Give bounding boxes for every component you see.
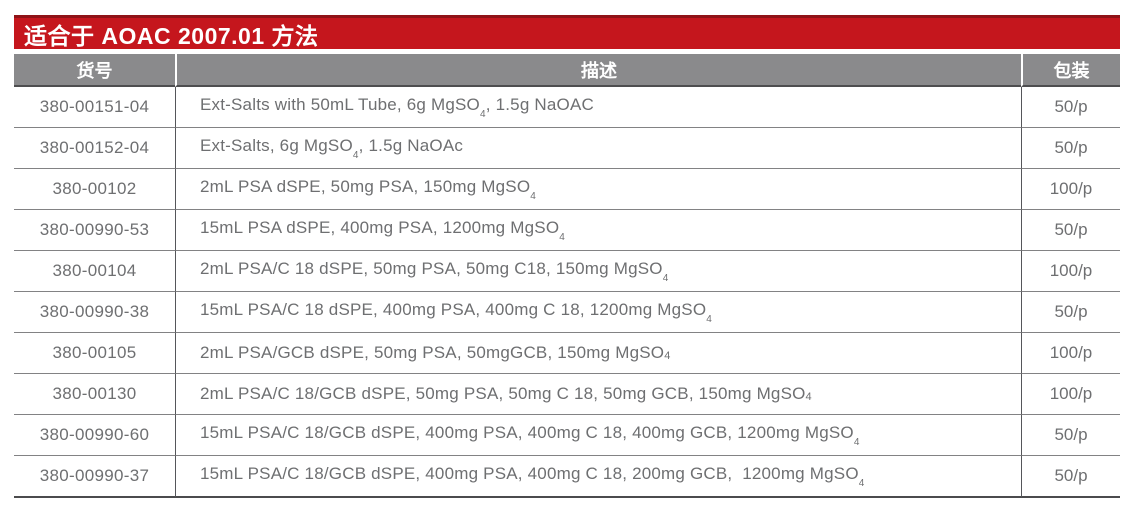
catalog-number-cell: 380-00990-60 [14, 415, 175, 456]
column-header-pack: 包装 [1021, 54, 1120, 87]
catalog-section: 适合于 AOAC 2007.01 方法 货号 描述 包装 380-00151-0… [14, 15, 1120, 498]
chemical-subscript: 4 [530, 190, 537, 202]
chemical-subscript: 4 [559, 231, 566, 243]
section-title: 适合于 AOAC 2007.01 方法 [24, 22, 319, 49]
column-header-description: 描述 [175, 54, 1021, 87]
header-row: 货号 描述 包装 [14, 54, 1120, 87]
pack-size-cell: 100/p [1021, 374, 1120, 415]
pack-size-cell: 100/p [1021, 251, 1120, 292]
chemical-subscript: 4 [662, 272, 669, 284]
chemical-subscript: 4 [853, 436, 860, 448]
chemical-subscript: 4 [664, 350, 671, 362]
catalog-number-cell: 380-00151-04 [14, 87, 175, 128]
pack-size-cell: 50/p [1021, 292, 1120, 333]
pack-size-cell: 50/p [1021, 87, 1120, 128]
section-title-bar: 适合于 AOAC 2007.01 方法 [14, 15, 1120, 49]
pack-size-cell: 50/p [1021, 128, 1120, 169]
chemical-subscript: 4 [706, 313, 713, 325]
table-row: 380-00104 2mL PSA/C 18 dSPE, 50mg PSA, 50… [14, 251, 1120, 292]
chemical-subscript: 4 [479, 108, 486, 120]
chemical-subscript: 4 [858, 477, 865, 489]
pack-size-cell: 50/p [1021, 456, 1120, 498]
table-row: 380-00990-38 15mL PSA/C 18 dSPE, 400mg PS… [14, 292, 1120, 333]
catalog-number-cell: 380-00104 [14, 251, 175, 292]
pack-size-cell: 50/p [1021, 415, 1120, 456]
description-cell: 15mL PSA/C 18 dSPE, 400mg PSA, 400mg C 1… [175, 292, 1021, 333]
catalog-number-cell: 380-00102 [14, 169, 175, 210]
description-cell: 15mL PSA/C 18/GCB dSPE, 400mg PSA, 400mg… [175, 456, 1021, 498]
description-cell: 2mL PSA/C 18/GCB dSPE, 50mg PSA, 50mg C … [175, 374, 1021, 415]
table-row: 380-00151-04 Ext-Salts with 50mL Tube, 6g… [14, 87, 1120, 128]
table-row: 380-00990-60 15mL PSA/C 18/GCB dSPE, 400m… [14, 415, 1120, 456]
description-cell: 15mL PSA/C 18/GCB dSPE, 400mg PSA, 400mg… [175, 415, 1021, 456]
pack-size-cell: 100/p [1021, 169, 1120, 210]
chemical-subscript: 4 [805, 391, 812, 403]
column-header-catalog: 货号 [14, 54, 175, 87]
table-body: 380-00151-04 Ext-Salts with 50mL Tube, 6g… [14, 87, 1120, 498]
catalog-number-cell: 380-00152-04 [14, 128, 175, 169]
catalog-number-cell: 380-00130 [14, 374, 175, 415]
pack-size-cell: 50/p [1021, 210, 1120, 251]
description-cell: 15mL PSA dSPE, 400mg PSA, 1200mg MgSO4 [175, 210, 1021, 251]
chemical-subscript: 4 [352, 149, 359, 161]
table-row: 380-00152-04 Ext-Salts, 6g MgSO4, 1.5g Na… [14, 128, 1120, 169]
catalog-number-cell: 380-00990-38 [14, 292, 175, 333]
description-cell: Ext-Salts with 50mL Tube, 6g MgSO4, 1.5g… [175, 87, 1021, 128]
pack-size-cell: 100/p [1021, 333, 1120, 374]
table-row: 380-00990-53 15mL PSA dSPE, 400mg PSA, 12… [14, 210, 1120, 251]
table-row: 380-00102 2mL PSA dSPE, 50mg PSA, 150mg M… [14, 169, 1120, 210]
table-row: 380-00130 2mL PSA/C 18/GCB dSPE, 50mg PSA… [14, 374, 1120, 415]
description-cell: Ext-Salts, 6g MgSO4, 1.5g NaOAc [175, 128, 1021, 169]
catalog-number-cell: 380-00990-53 [14, 210, 175, 251]
catalog-number-cell: 380-00105 [14, 333, 175, 374]
table-row: 380-00990-37 15mL PSA/C 18/GCB dSPE, 400m… [14, 456, 1120, 498]
catalog-number-cell: 380-00990-37 [14, 456, 175, 498]
description-cell: 2mL PSA dSPE, 50mg PSA, 150mg MgSO4 [175, 169, 1021, 210]
product-table: 货号 描述 包装 380-00151-04 Ext-Salts with 50mL… [14, 54, 1120, 498]
table-header: 货号 描述 包装 [14, 54, 1120, 87]
description-cell: 2mL PSA/GCB dSPE, 50mg PSA, 50mgGCB, 150… [175, 333, 1021, 374]
description-cell: 2mL PSA/C 18 dSPE, 50mg PSA, 50mg C18, 1… [175, 251, 1021, 292]
table-row: 380-00105 2mL PSA/GCB dSPE, 50mg PSA, 50m… [14, 333, 1120, 374]
